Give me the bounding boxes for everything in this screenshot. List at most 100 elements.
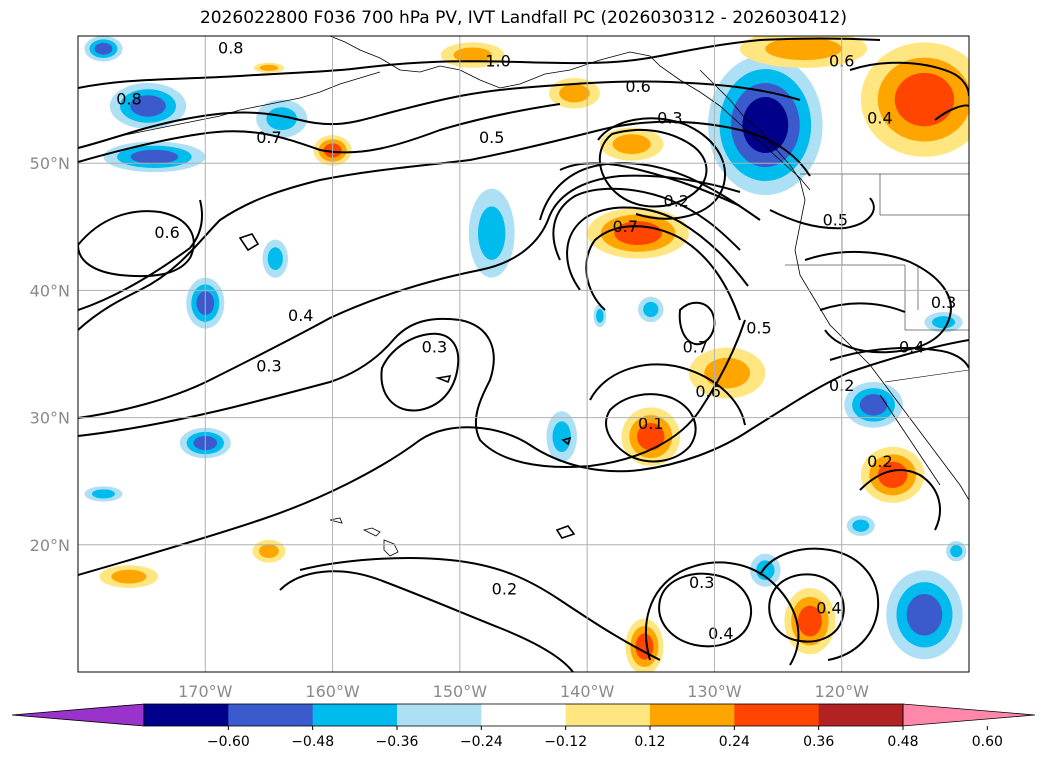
pv-shaded-blob <box>559 84 590 103</box>
contour-label: 0.5 <box>823 210 848 229</box>
contour-label: 0.6 <box>154 223 179 242</box>
lon-label: 120°W <box>815 682 870 701</box>
lat-label: 50°N <box>30 154 70 173</box>
pv-shaded-blob <box>742 97 789 154</box>
contour-line <box>597 117 727 220</box>
island-small-3 <box>555 525 576 539</box>
pv-shaded-blob <box>130 149 179 164</box>
contour-label: 0.2 <box>867 452 892 471</box>
pv-shaded-blob <box>704 357 751 389</box>
contour-label: 0.7 <box>613 217 638 236</box>
colorbar-tick-label: −0.12 <box>544 734 587 750</box>
coastlines <box>104 36 969 557</box>
pv-shaded-blob <box>643 301 659 318</box>
colorbar-tick-label: 0.12 <box>634 734 665 750</box>
pv-shaded-blob <box>859 394 888 416</box>
contour-label: 0.7 <box>683 338 708 357</box>
contour-label: 0.4 <box>288 306 313 325</box>
island-small-1 <box>238 233 260 252</box>
contour-label: 0.6 <box>695 382 720 401</box>
pv-shaded-blob <box>453 47 492 63</box>
pv-shaded-blob <box>950 545 963 558</box>
colorbar-segment <box>397 704 482 726</box>
colorbar: −0.60 −0.48 −0.36 −0.24 −0.12 0.12 0.24 0.36 0.4… <box>11 703 1036 750</box>
contour-line <box>78 120 811 331</box>
colorbar-tick-label: 0.36 <box>803 734 834 750</box>
lon-label: 160°W <box>305 682 360 701</box>
map-background <box>78 36 969 672</box>
colorbar-segment <box>228 704 314 726</box>
contour-label: 0.3 <box>422 338 447 357</box>
contour-line <box>78 80 801 149</box>
colorbar-segment <box>481 704 567 726</box>
us-mexico-border <box>884 369 969 383</box>
contour-line <box>829 347 969 369</box>
contour-label: 0.3 <box>931 293 956 312</box>
contour-label: 0.1 <box>638 414 663 433</box>
pv-shaded-blob <box>477 206 506 260</box>
pv-shading <box>84 36 969 672</box>
contour-line <box>279 570 574 672</box>
latitude-labels: 50°N 40°N 30°N 20°N <box>30 154 70 555</box>
contour-line <box>566 206 749 291</box>
pv-shaded-blob <box>797 605 822 637</box>
colorbar-segment <box>565 704 651 726</box>
contour-line <box>78 339 969 576</box>
colorbar-segment <box>818 704 904 726</box>
contour-line <box>539 162 761 221</box>
us-west-coast <box>794 179 969 501</box>
lon-label: 170°W <box>178 682 233 701</box>
lon-label: 130°W <box>687 682 742 701</box>
contour-line <box>78 317 746 468</box>
colorbar-tick-label: −0.48 <box>291 734 334 750</box>
map-title: 2026022800 F036 700 hPa PV, IVT Landfall… <box>199 8 847 28</box>
pv-shaded-blob <box>765 37 842 61</box>
lon-label: 140°W <box>560 682 615 701</box>
contour-label: 0.4 <box>816 598 841 617</box>
longitude-labels: 170°W 160°W 150°W 140°W 130°W 120°W <box>178 682 869 701</box>
contour-line <box>859 469 941 531</box>
contour-line <box>598 128 708 208</box>
contour-line <box>819 302 906 313</box>
hawaii-island-2 <box>383 539 399 557</box>
contour-label: 0.2 <box>664 191 689 210</box>
contour-line <box>78 103 561 163</box>
contour-label: 0.3 <box>657 109 682 128</box>
contour-line <box>605 393 697 463</box>
contour-label: 0.2 <box>492 579 517 598</box>
pv-shaded-blob <box>111 569 147 584</box>
pv-shaded-blob <box>906 593 943 636</box>
colorbar-tick-label: −0.60 <box>207 734 250 750</box>
hawaii-island-1 <box>362 527 381 537</box>
pv-shaded-blob <box>932 316 956 329</box>
pv-contours <box>78 37 969 672</box>
contour-line <box>934 104 969 121</box>
alaska-coast <box>329 36 811 191</box>
bc-coast <box>699 69 801 181</box>
contour-label: 0.7 <box>256 128 281 147</box>
colorbar-segment <box>144 704 229 726</box>
colorbar-tick-label: −0.24 <box>460 734 503 750</box>
pv-shaded-blob <box>266 107 297 131</box>
pv-shaded-blob <box>94 42 113 55</box>
contour-line <box>589 363 746 426</box>
colorbar-tick-label: 0.60 <box>972 734 1003 750</box>
pv-shaded-blob <box>259 64 279 71</box>
contour-line <box>552 187 741 261</box>
contour-line <box>759 547 880 661</box>
pv-shaded-blob <box>267 247 283 270</box>
contour-label: 0.3 <box>256 357 281 376</box>
contour-line <box>658 572 753 648</box>
pv-shaded-blob <box>552 421 571 452</box>
lat-label: 20°N <box>30 536 70 555</box>
pv-shaded-blob <box>637 422 665 451</box>
pv-shaded-blob <box>91 489 115 499</box>
pv-shaded-blob <box>852 519 870 532</box>
colorbar-segment <box>650 704 735 726</box>
contour-line <box>78 199 203 311</box>
pv-shaded-blob <box>259 544 279 559</box>
graticule <box>78 36 969 672</box>
map-frame <box>77 35 970 673</box>
contour-line <box>380 332 460 412</box>
lat-label: 30°N <box>30 409 70 428</box>
